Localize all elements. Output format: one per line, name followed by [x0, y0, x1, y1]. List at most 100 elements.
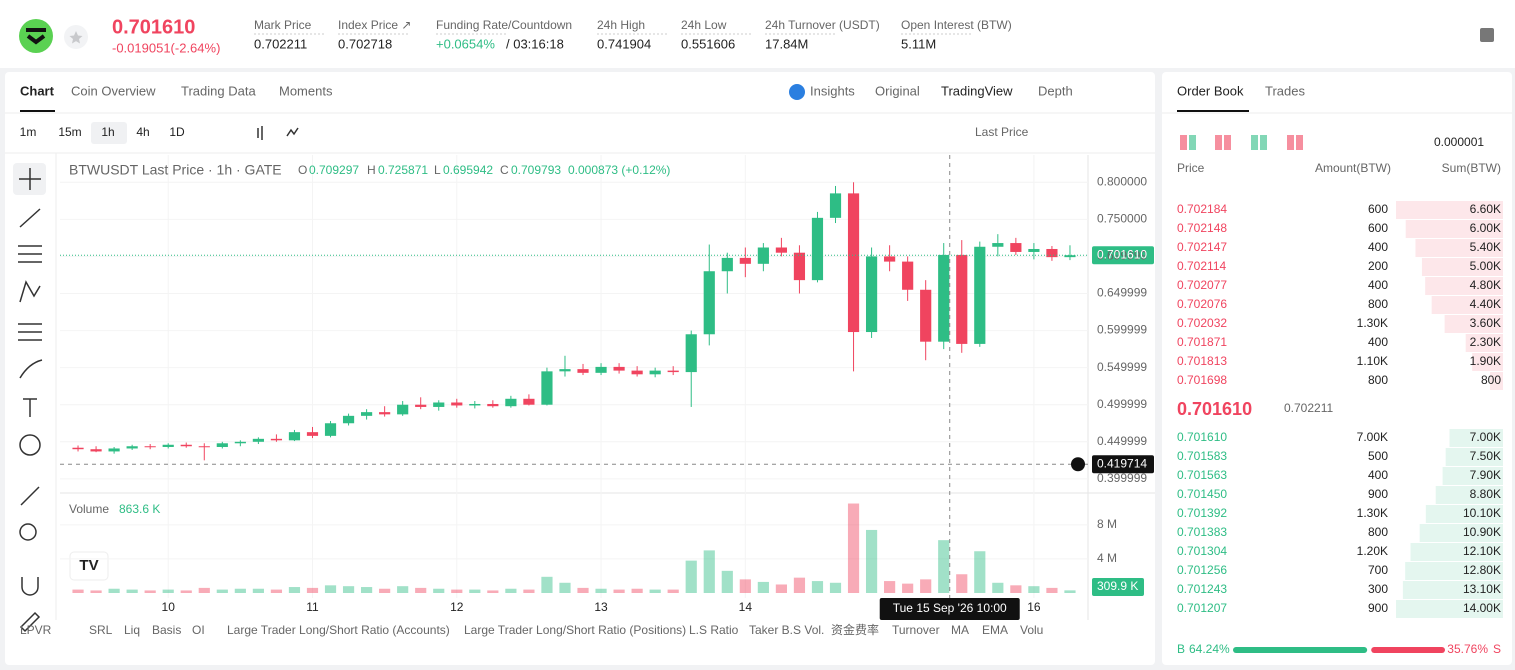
- chart-tab[interactable]: Trading Data: [181, 83, 256, 98]
- depth-bar: [1405, 562, 1503, 580]
- ob-tab[interactable]: Order Book: [1177, 83, 1244, 98]
- volume-bar: [90, 590, 102, 593]
- ob-amount: 900: [1368, 601, 1388, 615]
- legend-open: 0.709297: [309, 163, 359, 177]
- ob-price: 0.702114: [1177, 259, 1226, 273]
- candle-body: [162, 444, 174, 447]
- drawing-tools[interactable]: [18, 126, 299, 633]
- ob-sum: 12.80K: [1463, 563, 1501, 577]
- volume-bar: [270, 589, 283, 593]
- indicator-tab[interactable]: L.S Ratio: [689, 623, 739, 637]
- ob-amount: 800: [1368, 373, 1388, 387]
- ob-price: 0.702076: [1177, 297, 1227, 311]
- view-tab[interactable]: Depth: [1038, 83, 1073, 98]
- buy-ratio: 64.24%: [1189, 642, 1230, 656]
- ob-mode[interactable]: [1215, 135, 1222, 150]
- ob-price: 0.701610: [1177, 430, 1227, 444]
- ob-sum: 5.40K: [1470, 240, 1501, 254]
- layout-icon[interactable]: [1480, 28, 1494, 42]
- indicator-tab[interactable]: Taker B.S Vol.: [749, 623, 824, 637]
- volume-bar: [306, 587, 319, 593]
- y-tick-label: 0.649999: [1097, 286, 1147, 300]
- view-tab[interactable]: TradingView: [941, 83, 1013, 98]
- ob-sum: 5.00K: [1470, 259, 1501, 273]
- timeframe[interactable]: 1h: [101, 125, 114, 139]
- ob-sum: 2.30K: [1470, 335, 1501, 349]
- ob-sum: 1.90K: [1470, 354, 1501, 368]
- candle-body: [938, 254, 950, 342]
- crosshair-add[interactable]: [1071, 457, 1085, 472]
- candle-body: [397, 404, 409, 415]
- ob-amount: 500: [1368, 449, 1388, 463]
- indicator-tab[interactable]: Volu: [1020, 623, 1043, 637]
- volume-bar: [920, 579, 932, 593]
- volume-bar: [126, 589, 138, 593]
- volume-bar: [631, 588, 643, 593]
- ob-last: 0.701610: [1177, 399, 1252, 419]
- view-tab[interactable]: Insights: [810, 83, 855, 98]
- ob-mode: [1260, 135, 1267, 150]
- legend-l: L: [434, 163, 441, 177]
- ob-sum: 800: [1481, 373, 1501, 387]
- ob-tab[interactable]: Trades: [1265, 83, 1305, 98]
- indicator-tab[interactable]: OI: [192, 623, 205, 637]
- indicator-tab[interactable]: LPVR: [20, 623, 52, 637]
- ob-mode[interactable]: [1180, 135, 1187, 150]
- candle-body: [1064, 255, 1076, 258]
- indicator-tab[interactable]: EMA: [982, 623, 1008, 637]
- indicator-tab[interactable]: Liq: [124, 623, 140, 637]
- chart-tab[interactable]: Coin Overview: [71, 83, 156, 98]
- ob-sum: 14.00K: [1463, 601, 1501, 615]
- depth-bar: [1405, 220, 1503, 238]
- ob-precision[interactable]: 0.000001: [1434, 135, 1484, 149]
- y-tick-label: 0.449999: [1097, 434, 1147, 448]
- volume-bar: [108, 588, 120, 593]
- ob-mode[interactable]: [1287, 135, 1294, 150]
- volume-bar: [811, 581, 824, 593]
- timeframe[interactable]: 1m: [20, 125, 37, 139]
- stat-value: 0.702718: [338, 36, 392, 51]
- funding-countdown: / 03:16:18: [506, 36, 564, 51]
- candle-body: [631, 370, 643, 375]
- volume-bar: [162, 589, 174, 593]
- crosshair-price-tag: [1092, 455, 1154, 474]
- timeframe[interactable]: 4h: [136, 125, 149, 139]
- candle-body: [234, 441, 246, 444]
- timeframe[interactable]: 15m: [58, 125, 81, 139]
- indicator-tab[interactable]: Large Trader Long/Short Ratio (Accounts): [227, 623, 450, 637]
- chart-tab[interactable]: Moments: [279, 83, 333, 98]
- candle-body: [739, 257, 751, 264]
- volume-bar: [884, 581, 896, 593]
- stat-label: Open Interest (BTW): [901, 18, 1012, 32]
- depth-bar: [1425, 505, 1503, 523]
- indicator-tab[interactable]: 资金费率: [831, 622, 879, 637]
- candle-body: [198, 446, 210, 448]
- depth-bar: [1444, 315, 1503, 333]
- chart-tab[interactable]: Chart: [20, 83, 55, 98]
- indicator-tab[interactable]: SRL: [89, 623, 113, 637]
- candle-body: [342, 415, 355, 424]
- indicator-tab[interactable]: Turnover: [892, 623, 940, 637]
- candle-body: [1046, 248, 1058, 258]
- candle-body: [559, 369, 571, 372]
- chart: [60, 155, 1155, 620]
- candle-body: [361, 412, 373, 416]
- y-tick-label: 0.499999: [1097, 397, 1147, 411]
- ob-amount: 400: [1368, 468, 1388, 482]
- price-source[interactable]: Last Price: [975, 125, 1029, 139]
- indicator-tab[interactable]: Large Trader Long/Short Ratio (Positions…: [464, 623, 686, 637]
- indicator-tab[interactable]: Basis: [152, 623, 181, 637]
- x-tick-label: 13: [594, 600, 608, 614]
- ob-mode[interactable]: [1251, 135, 1258, 150]
- depth-bar: [1431, 296, 1503, 314]
- timeframe[interactable]: 1D: [169, 125, 185, 139]
- ob-sum: 7.00K: [1470, 430, 1501, 444]
- x-tick-label: 10: [162, 600, 176, 614]
- volume-bar: [685, 560, 697, 593]
- ob-sum: 7.90K: [1470, 468, 1501, 482]
- volume-last-tag: [1092, 578, 1144, 596]
- ob-price: 0.701383: [1177, 525, 1227, 539]
- volume-tick-label: 8 M: [1097, 517, 1117, 531]
- view-tab[interactable]: Original: [875, 83, 920, 98]
- indicator-tab[interactable]: MA: [951, 623, 969, 637]
